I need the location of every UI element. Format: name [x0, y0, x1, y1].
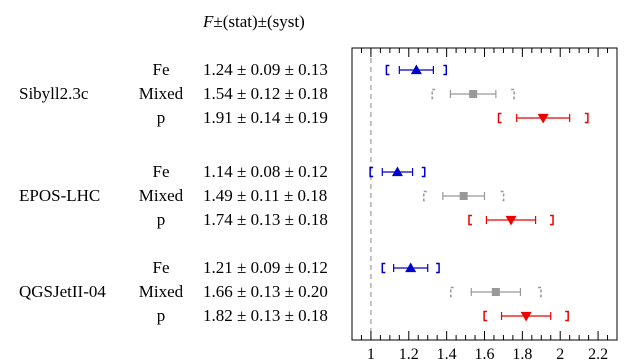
marker-p — [537, 113, 549, 124]
syst-bracket-low — [468, 214, 472, 226]
model-label: Sibyll2.3c — [19, 84, 89, 103]
marker-mixed — [491, 288, 500, 296]
marker-p — [505, 215, 517, 226]
syst-bracket-high — [436, 262, 440, 274]
syst-bracket-low — [497, 112, 502, 124]
syst-bracket-low — [385, 64, 390, 76]
composition-label: Mixed — [138, 186, 184, 205]
value-label: 1.82 ± 0.13 ± 0.18 — [203, 306, 328, 325]
syst-bracket-high — [584, 112, 589, 124]
syst-bracket-high — [443, 64, 448, 76]
composition-label: Mixed — [138, 84, 184, 103]
syst-bracket-high — [550, 214, 554, 226]
marker-fe — [410, 64, 422, 75]
syst-bracket-high — [511, 88, 515, 100]
marker-mixed — [469, 90, 478, 98]
value-label: 1.91 ± 0.14 ± 0.19 — [203, 108, 328, 127]
syst-bracket-high — [500, 190, 505, 202]
composition-label: p — [156, 210, 166, 229]
value-label: 1.14 ± 0.08 ± 0.12 — [203, 162, 328, 181]
model-label: QGSJetII-04 — [19, 282, 106, 301]
composition-label: Fe — [152, 60, 170, 79]
composition-label: Fe — [152, 258, 170, 277]
syst-bracket-low — [369, 166, 374, 178]
marker-mixed — [459, 192, 468, 200]
marker-fe — [391, 166, 403, 177]
composition-label: Mixed — [138, 282, 184, 301]
marker-fe — [405, 262, 417, 273]
marker-p — [520, 311, 532, 322]
column-header: F±(stat)±(syst) — [203, 12, 305, 32]
x-tick-label: 1 — [367, 346, 375, 362]
syst-bracket-low — [449, 286, 454, 298]
value-label: 1.54 ± 0.12 ± 0.18 — [203, 84, 328, 103]
x-tick-label: 1.8 — [512, 346, 532, 362]
header-errors: ±(stat)±(syst) — [213, 12, 305, 31]
syst-bracket-low — [431, 88, 436, 100]
x-tick-label: 1.6 — [475, 346, 495, 362]
value-label: 1.74 ± 0.13 ± 0.18 — [203, 210, 328, 229]
composition-label: p — [156, 306, 166, 325]
syst-bracket-low — [422, 190, 427, 202]
x-tick-label: 1.4 — [437, 346, 457, 362]
model-label: EPOS-LHC — [19, 186, 101, 205]
syst-bracket-high — [538, 286, 542, 298]
value-label: 1.24 ± 0.09 ± 0.13 — [203, 60, 328, 79]
syst-bracket-low — [483, 310, 488, 322]
value-label: 1.21 ± 0.09 ± 0.12 — [203, 258, 328, 277]
syst-bracket-high — [565, 310, 569, 322]
value-label: 1.66 ± 0.13 ± 0.20 — [203, 282, 328, 301]
syst-bracket-low — [381, 262, 386, 274]
x-tick-label: 2 — [556, 346, 564, 362]
x-tick-label: 2.2 — [588, 346, 608, 362]
composition-label: p — [156, 108, 166, 127]
value-label: 1.49 ± 0.11 ± 0.18 — [203, 186, 328, 205]
x-tick-label: 1.2 — [399, 346, 419, 362]
syst-bracket-high — [421, 166, 426, 178]
header-variable: F — [203, 12, 214, 31]
composition-label: Fe — [152, 162, 170, 181]
